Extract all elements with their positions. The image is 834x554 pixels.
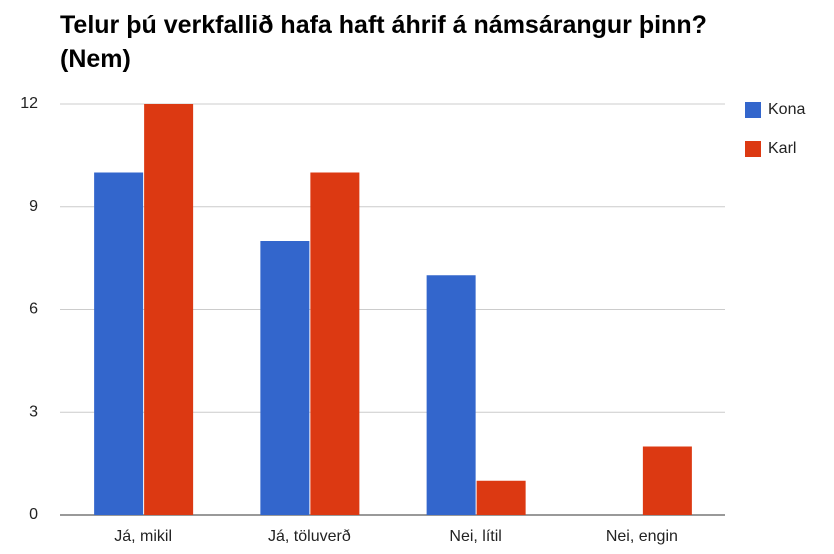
y-tick-label: 12 (20, 95, 38, 112)
x-tick-label: Nei, engin (606, 528, 678, 545)
y-tick-label: 6 (29, 301, 38, 318)
legend-label: Kona (768, 101, 805, 118)
x-tick-label: Já, mikil (114, 528, 172, 545)
bar (426, 275, 476, 515)
y-tick-label: 9 (29, 198, 38, 215)
chart-title: Telur þú verkfallið hafa haft áhrif á ná… (60, 11, 707, 73)
bar (642, 446, 692, 515)
x-tick-label: Nei, lítil (449, 528, 501, 545)
legend-label: Karl (768, 140, 796, 157)
y-tick-label: 3 (29, 403, 38, 420)
bar (144, 104, 194, 515)
legend-swatch (745, 102, 761, 118)
x-tick-label: Já, töluverð (268, 528, 351, 545)
bar (310, 172, 360, 515)
bar (476, 480, 526, 515)
y-tick-label: 0 (29, 506, 38, 523)
legend-swatch (745, 141, 761, 157)
bar (94, 172, 144, 515)
bar (260, 241, 310, 515)
